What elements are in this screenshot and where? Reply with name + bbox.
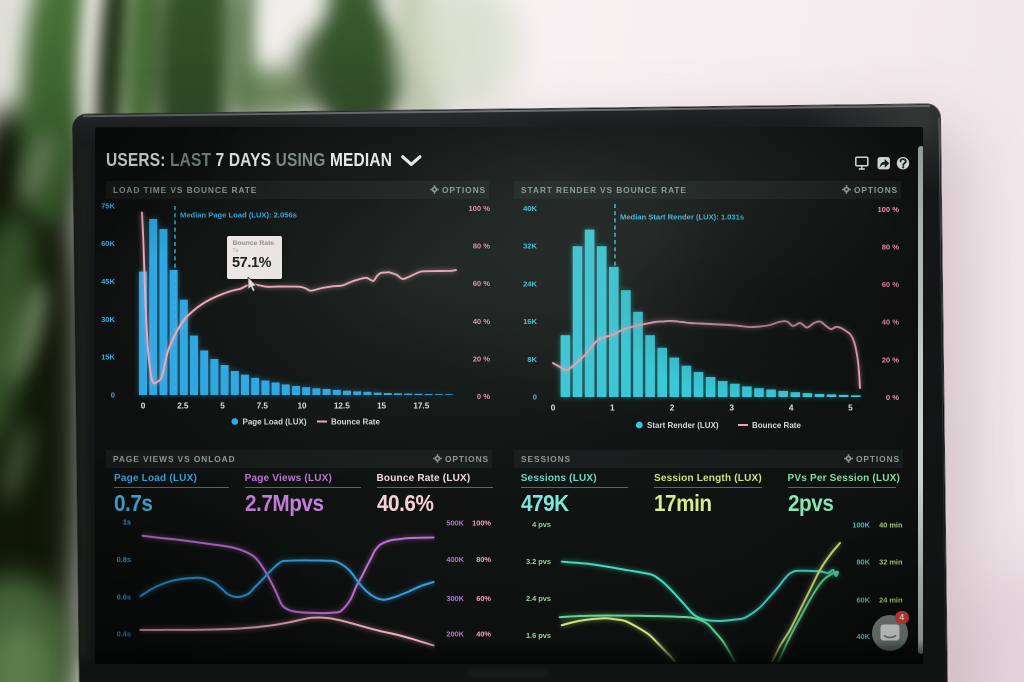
svg-text:15K: 15K [101, 353, 115, 362]
svg-text:40K: 40K [856, 632, 870, 641]
svg-text:5: 5 [848, 404, 853, 413]
svg-text:500K: 500K [446, 518, 464, 527]
svg-text:20 %: 20 % [882, 355, 900, 364]
svg-text:4 pvs: 4 pvs [532, 520, 551, 529]
svg-text:100 %: 100 % [468, 204, 490, 213]
svg-text:0: 0 [533, 393, 537, 402]
svg-text:0.8s: 0.8s [117, 555, 131, 564]
svg-text:1s: 1s [123, 517, 131, 526]
svg-text:1: 1 [610, 404, 615, 413]
svg-text:100 %: 100 % [877, 205, 899, 214]
svg-text:40%: 40% [476, 629, 491, 638]
svg-text:80 %: 80 % [882, 242, 900, 251]
svg-text:60 %: 60 % [473, 279, 491, 288]
svg-text:40 %: 40 % [473, 317, 491, 326]
svg-text:24 min: 24 min [879, 596, 903, 605]
svg-text:5: 5 [220, 402, 225, 411]
svg-text:Start Render (LUX): Start Render (LUX) [647, 421, 719, 430]
svg-text:Median Start Render (LUX): 1.0: Median Start Render (LUX): 1.031s [620, 213, 744, 222]
svg-text:2.5: 2.5 [177, 402, 189, 411]
svg-text:3: 3 [730, 404, 735, 413]
svg-text:12.5: 12.5 [334, 402, 350, 411]
svg-text:75K: 75K [101, 201, 115, 210]
svg-text:24K: 24K [523, 279, 537, 288]
svg-text:40K: 40K [523, 204, 537, 213]
svg-text:60 %: 60 % [882, 280, 900, 289]
svg-text:32K: 32K [523, 242, 537, 251]
svg-text:45K: 45K [101, 277, 115, 286]
svg-text:4: 4 [789, 404, 794, 413]
svg-text:60K: 60K [101, 239, 115, 248]
svg-text:Bounce Rate: Bounce Rate [331, 417, 380, 426]
svg-text:17.5: 17.5 [413, 402, 429, 411]
svg-text:60K: 60K [856, 596, 870, 605]
svg-text:0.4s: 0.4s [117, 630, 131, 639]
svg-text:16K: 16K [523, 317, 537, 326]
svg-text:Median Page Load (LUX): 2.056s: Median Page Load (LUX): 2.056s [180, 211, 297, 220]
svg-text:1.6 pvs: 1.6 pvs [526, 631, 551, 640]
svg-text:2.4 pvs: 2.4 pvs [526, 594, 551, 603]
svg-text:80%: 80% [476, 555, 491, 564]
svg-text:100%: 100% [472, 518, 491, 527]
svg-text:40 %: 40 % [882, 318, 900, 327]
svg-text:80 %: 80 % [473, 242, 491, 251]
svg-text:2: 2 [670, 404, 675, 413]
svg-text:200K: 200K [446, 629, 464, 638]
svg-text:15: 15 [377, 402, 387, 411]
svg-text:32 min: 32 min [879, 557, 903, 566]
svg-text:0: 0 [141, 402, 146, 411]
svg-text:40 min: 40 min [879, 520, 903, 529]
svg-text:80K: 80K [856, 557, 870, 566]
svg-text:100K: 100K [852, 520, 870, 529]
svg-text:10: 10 [297, 402, 307, 411]
svg-text:8K: 8K [527, 355, 537, 364]
svg-text:0 %: 0 % [477, 392, 490, 401]
svg-text:0 %: 0 % [886, 393, 899, 402]
svg-text:0: 0 [551, 404, 556, 413]
svg-text:0: 0 [111, 390, 115, 399]
svg-text:400K: 400K [446, 555, 464, 564]
svg-text:60%: 60% [476, 594, 491, 603]
svg-text:3.2 pvs: 3.2 pvs [526, 557, 551, 566]
svg-text:Bounce Rate: Bounce Rate [752, 421, 801, 430]
svg-text:7.5: 7.5 [257, 402, 269, 411]
svg-text:300K: 300K [446, 594, 464, 603]
svg-text:0.6s: 0.6s [117, 592, 131, 601]
svg-text:30K: 30K [101, 315, 115, 324]
svg-text:20 %: 20 % [473, 354, 491, 363]
svg-text:Page Load (LUX): Page Load (LUX) [243, 417, 307, 426]
